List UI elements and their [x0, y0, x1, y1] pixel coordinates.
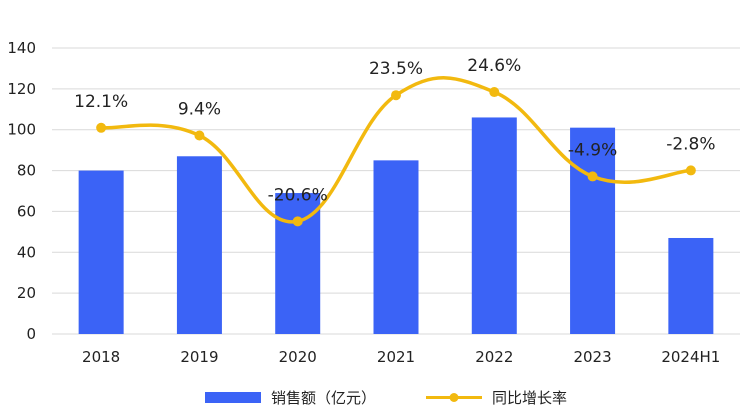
x-tick-label: 2024H1 [661, 348, 720, 366]
x-tick-label: 2021 [377, 348, 415, 366]
y-tick-label: 0 [26, 325, 36, 343]
line-series [96, 76, 696, 227]
x-tick-label: 2018 [82, 348, 120, 366]
line-data-label: 9.4% [178, 100, 221, 120]
line-data-label: -4.9% [568, 140, 617, 160]
line-point [685, 165, 696, 176]
bar [570, 127, 616, 335]
y-tick-label: 140 [7, 39, 36, 57]
bar [471, 117, 517, 334]
x-tick-label: 2020 [279, 348, 317, 366]
legend-line-label: 同比增长率 [492, 389, 567, 407]
legend-bar-label: 销售额（亿元） [271, 389, 376, 407]
y-tick-label: 120 [7, 80, 36, 98]
line-point [489, 87, 500, 98]
legend-bar-swatch [205, 392, 261, 403]
y-axis-tick-labels: 0 20 40 60 80 100 120 140 [7, 39, 36, 343]
bar-series [78, 117, 714, 335]
y-tick-label: 20 [17, 284, 36, 302]
bar [373, 160, 419, 334]
x-tick-label: 2019 [180, 348, 218, 366]
bar [668, 237, 714, 334]
line-point [194, 130, 205, 141]
line-point [96, 122, 107, 133]
line-data-label: 23.5% [369, 59, 423, 79]
line-point [391, 90, 401, 101]
line-data-label: 24.6% [467, 56, 521, 76]
line-point [587, 171, 598, 182]
x-tick-label: 2022 [475, 348, 513, 366]
y-tick-label: 60 [17, 202, 36, 220]
y-tick-label: 80 [17, 162, 36, 180]
line-point [292, 216, 303, 227]
line-data-labels: 12.1% 9.4% -20.6% 23.5% 24.6% -4.9% -2.8% [74, 56, 715, 205]
line-data-label: -2.8% [666, 134, 715, 154]
legend: 销售额（亿元） 同比增长率 [205, 389, 567, 407]
bar [176, 156, 222, 334]
y-tick-label: 100 [7, 121, 36, 139]
line-data-label: 12.1% [74, 92, 128, 112]
bar [78, 170, 124, 334]
line-data-label: -20.6% [268, 185, 328, 205]
x-tick-label: 2023 [573, 348, 611, 366]
y-tick-label: 40 [17, 243, 36, 261]
legend-line-marker [449, 393, 459, 402]
x-axis-tick-labels: 2018 2019 2020 2021 2022 2023 2024H1 [82, 348, 720, 366]
